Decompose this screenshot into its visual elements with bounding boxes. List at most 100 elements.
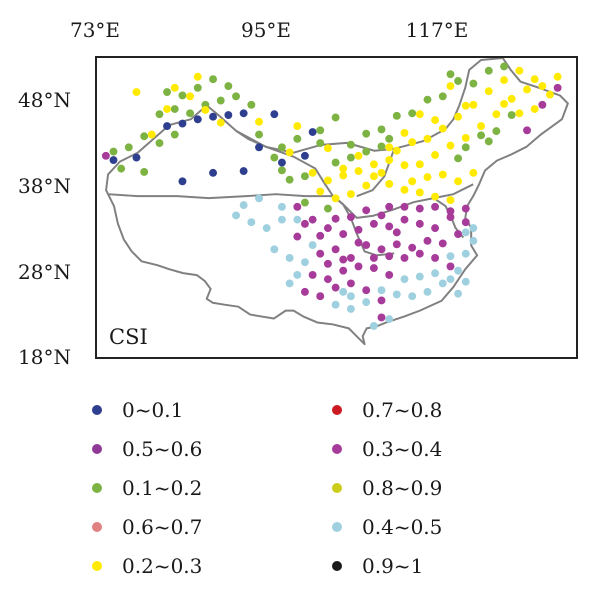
- station-dot: [369, 253, 378, 262]
- station-dot: [316, 249, 325, 258]
- station-dot: [507, 111, 516, 119]
- station-dot: [415, 219, 424, 228]
- legend-label: 0.4~0.5: [362, 515, 443, 539]
- station-dot: [392, 228, 401, 237]
- legend-item: 0.4~0.5: [332, 510, 442, 544]
- legend-label: 0.8~0.9: [362, 476, 443, 500]
- station-dot: [354, 225, 363, 234]
- station-dot: [523, 126, 531, 135]
- station-dot: [369, 321, 378, 330]
- station-dot: [438, 92, 447, 101]
- station-dot: [209, 75, 217, 84]
- station-dot: [163, 122, 172, 131]
- station-dot: [446, 262, 455, 271]
- legend-label: 0.3~0.4: [362, 437, 443, 461]
- station-dot: [446, 70, 455, 79]
- lat-tick-label: 18°N: [18, 345, 71, 369]
- station-dot: [216, 118, 225, 127]
- station-dot: [408, 109, 417, 118]
- station-dot: [400, 215, 409, 224]
- station-dot: [193, 115, 202, 124]
- station-dot: [461, 133, 470, 142]
- map-canvas: [101, 58, 569, 346]
- station-dot: [385, 252, 394, 261]
- station-dot: [300, 287, 309, 296]
- lon-tick-label: 95°E: [240, 18, 292, 42]
- station-dot: [255, 117, 263, 126]
- station-dot: [316, 292, 325, 301]
- lon-tick-label: 73°E: [69, 18, 121, 42]
- station-dot: [285, 253, 294, 262]
- station-dot: [484, 137, 493, 146]
- legend-label: 0.6~0.7: [122, 515, 203, 539]
- station-dot: [308, 168, 317, 177]
- station-dot: [300, 198, 309, 207]
- station-dot: [285, 175, 294, 184]
- station-dot: [132, 88, 141, 96]
- station-dot: [523, 85, 531, 94]
- station-dot: [385, 179, 394, 188]
- station-dot: [354, 238, 363, 247]
- legend-item: 0.2~0.3: [92, 549, 202, 583]
- station-dot: [454, 77, 463, 85]
- station-dot: [507, 94, 516, 103]
- station-dot: [377, 296, 386, 305]
- station-dot: [515, 109, 524, 118]
- station-dot: [446, 275, 455, 284]
- station-dot: [277, 166, 286, 175]
- station-dot: [362, 129, 371, 138]
- station-dot: [385, 222, 394, 231]
- station-dot: [209, 168, 217, 177]
- station-dot: [377, 211, 386, 220]
- station-dot: [354, 262, 363, 271]
- station-dot: [293, 232, 302, 241]
- station-dot: [316, 139, 325, 148]
- station-dot: [423, 134, 432, 143]
- station-layer: [101, 62, 562, 330]
- station-dot: [454, 154, 463, 163]
- station-dot: [339, 230, 348, 238]
- station-dot: [331, 194, 340, 203]
- station-dot: [431, 116, 440, 125]
- station-dot: [155, 110, 164, 119]
- map-frame: CSI: [95, 56, 578, 359]
- panel-label: CSI: [109, 325, 148, 349]
- station-dot: [400, 128, 409, 137]
- station-dot: [362, 206, 371, 215]
- station-dot: [132, 153, 141, 162]
- legend-item: 0.5~0.6: [92, 432, 202, 466]
- station-dot: [300, 258, 309, 267]
- station-dot: [415, 204, 424, 213]
- station-dot: [277, 202, 286, 211]
- station-dot: [492, 127, 501, 136]
- station-dot: [385, 156, 394, 164]
- station-dot: [163, 105, 172, 113]
- station-dot: [178, 91, 187, 100]
- station-dot: [362, 286, 371, 295]
- station-dot: [339, 287, 348, 296]
- station-dot: [339, 266, 348, 275]
- station-dot: [224, 111, 233, 119]
- station-dot: [408, 292, 417, 301]
- station-dot: [346, 253, 355, 262]
- station-dot: [538, 100, 547, 109]
- station-dot: [431, 151, 440, 159]
- station-dot: [553, 72, 562, 81]
- legend-label: 0.2~0.3: [122, 554, 203, 578]
- station-dot: [323, 259, 332, 268]
- station-dot: [400, 275, 409, 284]
- station-dot: [308, 128, 317, 136]
- station-dot: [354, 167, 363, 176]
- station-dot: [362, 181, 371, 190]
- station-dot: [277, 215, 286, 224]
- province-border: [107, 193, 334, 200]
- station-dot: [454, 266, 463, 275]
- legend-swatch-dot: [332, 405, 342, 415]
- station-dot: [346, 292, 355, 301]
- station-dot: [346, 153, 355, 162]
- station-dot: [101, 151, 110, 160]
- station-dot: [454, 112, 463, 121]
- station-dot: [308, 215, 317, 224]
- lat-tick-label: 38°N: [18, 174, 71, 198]
